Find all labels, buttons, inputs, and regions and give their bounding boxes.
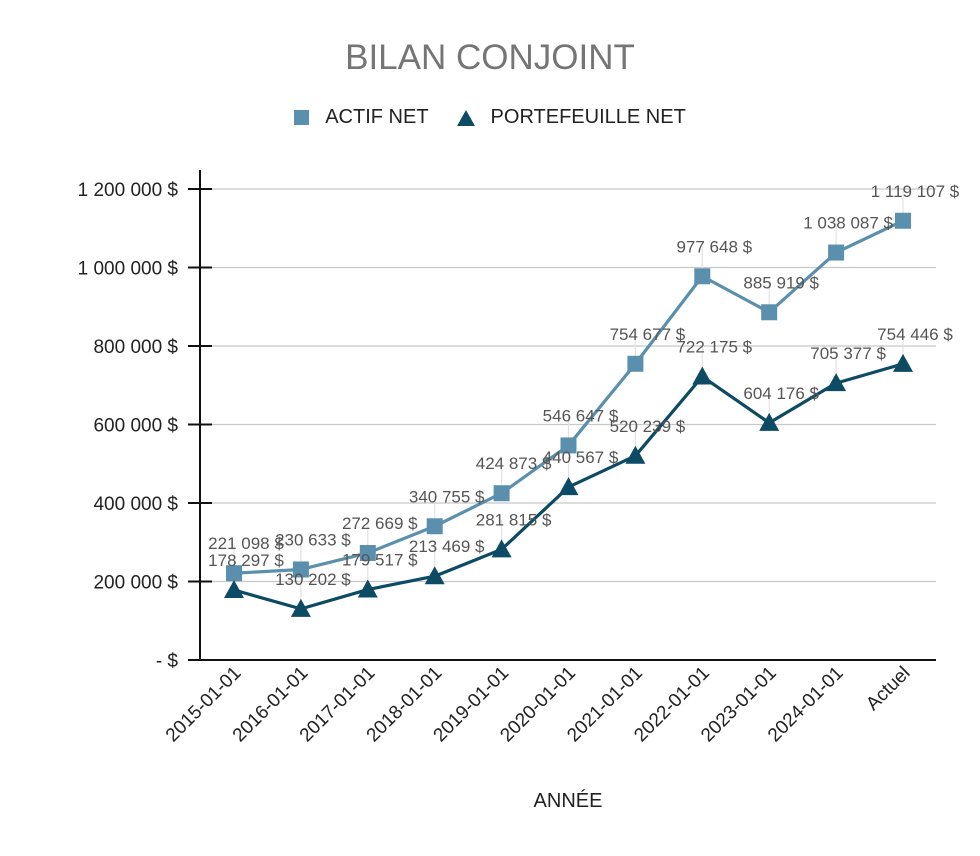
data-label: 230 633 $ <box>275 530 351 549</box>
data-label: 340 755 $ <box>409 487 485 506</box>
legend-label: PORTEFEUILLE NET <box>490 106 686 128</box>
y-tick-label: 1 200 000 $ <box>78 180 179 201</box>
y-tick-label: 600 000 $ <box>93 416 178 437</box>
data-point-square[interactable] <box>426 518 443 535</box>
data-point-triangle[interactable] <box>893 353 913 372</box>
data-point-square[interactable] <box>627 355 644 372</box>
data-point-triangle[interactable] <box>290 598 311 617</box>
data-point-triangle[interactable] <box>424 566 445 585</box>
x-tick-label: Actuel <box>862 663 914 715</box>
data-label: 754 677 $ <box>610 325 686 344</box>
data-label: 1 119 107 $ <box>871 182 960 201</box>
y-tick-label: - $ <box>156 651 179 672</box>
chart-title: BILAN CONJOINT <box>345 38 635 77</box>
data-label: 213 469 $ <box>409 537 485 556</box>
y-tick-label: 800 000 $ <box>93 337 178 358</box>
triangle-marker-icon <box>456 109 475 126</box>
data-point-triangle[interactable] <box>491 539 512 558</box>
data-point-square[interactable] <box>493 485 510 502</box>
y-tick-label: 200 000 $ <box>93 573 178 594</box>
data-label: 440 567 $ <box>543 448 619 467</box>
data-label: 281 815 $ <box>476 510 552 529</box>
data-point-triangle[interactable] <box>826 373 847 392</box>
data-label: 546 647 $ <box>543 406 619 425</box>
data-label: 178 297 $ <box>208 551 284 570</box>
data-label: 604 176 $ <box>743 384 819 403</box>
y-tick-label: 400 000 $ <box>93 494 178 515</box>
data-point-square[interactable] <box>226 565 242 582</box>
data-label: 179 517 $ <box>342 551 418 570</box>
x-axis-title: ANNÉE <box>533 790 603 812</box>
data-label: 130 202 $ <box>275 570 351 589</box>
data-point-square[interactable] <box>359 544 376 561</box>
legend: ACTIF NET PORTEFEUILLE NET <box>0 106 980 129</box>
data-label: 754 446 $ <box>877 325 953 344</box>
data-point-triangle[interactable] <box>224 580 244 599</box>
data-label: 272 669 $ <box>342 514 418 533</box>
data-label: 977 648 $ <box>676 237 752 256</box>
data-label: 424 873 $ <box>476 454 552 473</box>
data-point-square[interactable] <box>292 561 309 578</box>
legend-item-portefeuille-net[interactable]: PORTEFEUILLE NET <box>456 106 686 129</box>
data-label: 520 239 $ <box>610 417 686 436</box>
data-point-square[interactable] <box>694 268 711 285</box>
data-label: 1 038 087 $ <box>803 214 893 233</box>
data-point-triangle[interactable] <box>692 366 713 385</box>
data-point-square[interactable] <box>761 304 778 321</box>
data-point-square[interactable] <box>895 212 911 229</box>
data-label: 885 919 $ <box>743 273 819 292</box>
data-point-triangle[interactable] <box>759 412 780 431</box>
data-point-triangle[interactable] <box>625 445 646 464</box>
legend-item-actif-net[interactable]: ACTIF NET <box>294 106 429 129</box>
square-marker-icon <box>294 110 310 125</box>
y-tick-label: 1 000 000 $ <box>78 259 179 280</box>
legend-label: ACTIF NET <box>325 106 429 128</box>
data-point-square[interactable] <box>560 437 577 454</box>
data-point-triangle[interactable] <box>357 579 378 598</box>
data-point-square[interactable] <box>828 244 845 261</box>
data-label: 705 377 $ <box>810 344 886 363</box>
data-label: 221 098 $ <box>208 534 284 553</box>
data-point-triangle[interactable] <box>558 477 579 496</box>
data-label: 722 175 $ <box>676 338 752 357</box>
